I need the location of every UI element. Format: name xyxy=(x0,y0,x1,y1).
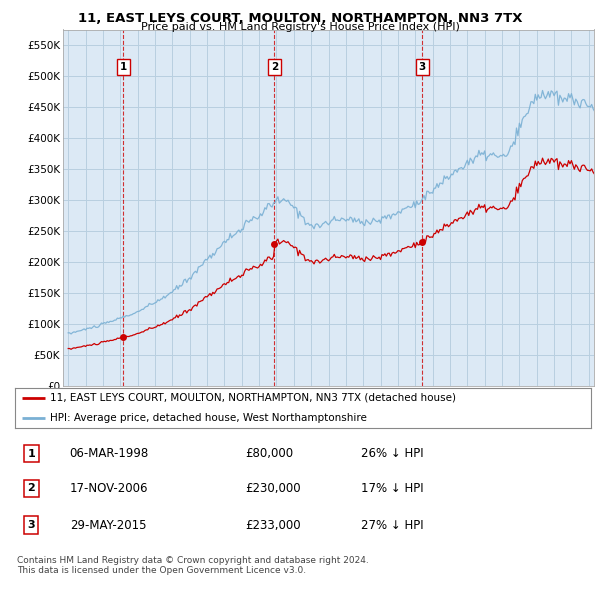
Text: 27% ↓ HPI: 27% ↓ HPI xyxy=(361,519,423,532)
Text: 3: 3 xyxy=(419,62,426,72)
Text: 17% ↓ HPI: 17% ↓ HPI xyxy=(361,481,423,495)
Text: 17-NOV-2006: 17-NOV-2006 xyxy=(70,481,148,495)
Text: 11, EAST LEYS COURT, MOULTON, NORTHAMPTON, NN3 7TX: 11, EAST LEYS COURT, MOULTON, NORTHAMPTO… xyxy=(78,12,522,25)
Text: 11, EAST LEYS COURT, MOULTON, NORTHAMPTON, NN3 7TX (detached house): 11, EAST LEYS COURT, MOULTON, NORTHAMPTO… xyxy=(50,393,455,402)
Text: £80,000: £80,000 xyxy=(245,447,293,460)
Text: 2: 2 xyxy=(27,483,35,493)
Text: 3: 3 xyxy=(28,520,35,530)
Text: 2: 2 xyxy=(271,62,278,72)
Text: £230,000: £230,000 xyxy=(245,481,301,495)
Text: 29-MAY-2015: 29-MAY-2015 xyxy=(70,519,146,532)
Text: £233,000: £233,000 xyxy=(245,519,301,532)
Text: This data is licensed under the Open Government Licence v3.0.: This data is licensed under the Open Gov… xyxy=(17,566,306,575)
Text: 1: 1 xyxy=(120,62,127,72)
Text: 1: 1 xyxy=(27,449,35,458)
Text: HPI: Average price, detached house, West Northamptonshire: HPI: Average price, detached house, West… xyxy=(50,413,367,422)
Text: 06-MAR-1998: 06-MAR-1998 xyxy=(70,447,149,460)
Text: Price paid vs. HM Land Registry's House Price Index (HPI): Price paid vs. HM Land Registry's House … xyxy=(140,22,460,32)
Text: Contains HM Land Registry data © Crown copyright and database right 2024.: Contains HM Land Registry data © Crown c… xyxy=(17,556,368,565)
Text: 26% ↓ HPI: 26% ↓ HPI xyxy=(361,447,423,460)
